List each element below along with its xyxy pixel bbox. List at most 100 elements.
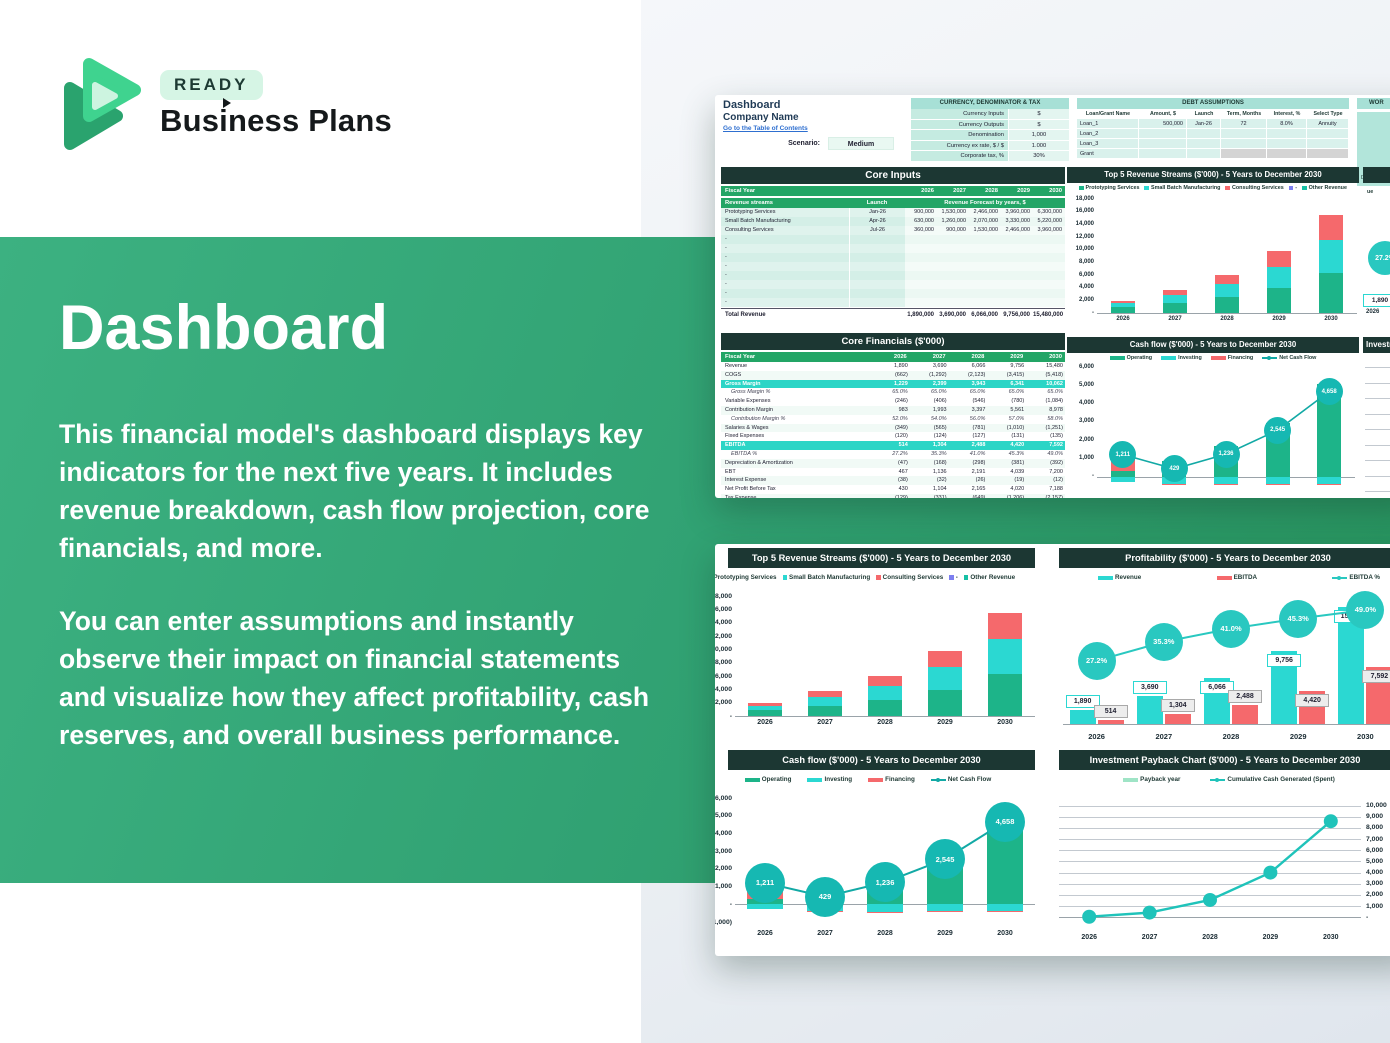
- investing-bar: [747, 904, 783, 910]
- gridline: [1365, 413, 1390, 415]
- scenario-selector: Scenario: Medium: [760, 137, 894, 150]
- total-revenue-row: Total Revenue 1,890,000 3,690,000 6,066,000…: [721, 308, 1065, 320]
- legend-label: Operating: [1126, 355, 1153, 361]
- financial-value: (780): [1011, 398, 1025, 405]
- y-tick: 3,000: [1078, 418, 1094, 425]
- financial-value: 56.0%: [969, 415, 986, 422]
- y-tick: -: [1092, 309, 1094, 316]
- financial-value: 3,397: [971, 406, 986, 413]
- cumulative-cash-generated-spent--swatch: [1210, 777, 1226, 782]
- swatch-dot: [935, 777, 940, 782]
- y-tick-right: 2,000: [1366, 891, 1384, 899]
- legend-label: Other Revenue: [970, 574, 1016, 581]
- stream-value: [1001, 289, 1033, 298]
- financial-value: (246): [894, 398, 908, 405]
- stream-launch: Apr-26: [849, 217, 905, 226]
- gridline: [1365, 429, 1390, 430]
- financial-value: (127): [972, 433, 986, 440]
- small-batch-manufacturing-bar: [1163, 295, 1187, 304]
- stream-value: [1033, 298, 1065, 307]
- legend-label: Prototyping Services: [1085, 185, 1140, 191]
- financial-value: 41.0%: [969, 450, 986, 457]
- investment-payback-chart: Investment Payback Chart ($'000) - 5 Yea…: [1053, 750, 1390, 952]
- y-tick-right: 7,000: [1366, 835, 1384, 843]
- stream-value: 900,000: [937, 226, 969, 235]
- prototyping-services-bar: [1163, 303, 1187, 313]
- consulting-services-bar: [1111, 301, 1135, 304]
- profitability-title-clipped: [1363, 167, 1390, 183]
- spacer: [849, 309, 905, 320]
- page-title: Dashboard: [59, 293, 389, 363]
- hero-paragraph-2: You can enter assumptions and instantly …: [59, 606, 650, 750]
- working-panel-title: WOR: [1357, 98, 1390, 109]
- legend-item: Consulting Services: [1225, 185, 1284, 191]
- axis-line: [1059, 917, 1361, 919]
- y-tick: 12,000: [1075, 233, 1094, 240]
- financial-row: Revenue 1,890 3,690 6,066 9,756 15,480: [721, 362, 1065, 371]
- financial-row: Net Profit Before Tax 430 1,104 2,165 4,020 7…: [721, 485, 1065, 494]
- currency-row-label: Currency Outputs: [911, 119, 1008, 131]
- financial-row: Tax Expense (129) (331) (649) (1,206) (2,157): [721, 493, 1065, 498]
- y-tick: 6,000: [1078, 271, 1094, 278]
- axis-line: [1063, 724, 1390, 725]
- revenue-bar: [1136, 696, 1163, 724]
- financial-value: 52.0%: [892, 415, 908, 422]
- investing-bar: [927, 904, 963, 912]
- x-label: 2030: [1323, 934, 1339, 941]
- legend-label: Operating: [761, 776, 792, 783]
- debt-cell: [1221, 149, 1267, 159]
- stream-value: [1001, 253, 1033, 262]
- revenue-swatch: [1098, 575, 1113, 580]
- financial-value: 430: [898, 486, 908, 493]
- chart-legend: Operating Investing Financing Net Cash Flow: [1067, 355, 1359, 361]
- financial-label: Tax Expense: [725, 494, 757, 498]
- legend-label: Consulting Services: [882, 574, 944, 581]
- table-of-contents-link[interactable]: Go to the Table of Contents: [723, 125, 808, 132]
- company-name: Company Name: [723, 112, 799, 123]
- stream-value: [1001, 244, 1033, 253]
- y-tick: 1,000: [715, 883, 732, 891]
- financial-value: 6,341: [1010, 380, 1025, 387]
- x-label: 2027: [1168, 316, 1182, 322]
- stream-value: 3,330,000: [1001, 217, 1033, 226]
- currency-row-label: Corporate tax, %: [911, 151, 1008, 162]
- x-label: 2028: [877, 719, 893, 726]
- launch-header: Launch: [866, 200, 888, 206]
- stream-value: [1001, 262, 1033, 271]
- financial-value: (349): [894, 424, 908, 431]
- total-revenue-value: 1,890,000: [905, 309, 937, 320]
- y-tick: 16,000: [715, 605, 732, 613]
- scenario-value-dropdown[interactable]: Medium: [828, 137, 894, 150]
- hero-paragraph-1: This financial model's dashboard display…: [59, 419, 650, 563]
- financial-value: 4,420: [1010, 442, 1025, 449]
- debt-cell: Jan-26: [1187, 119, 1221, 129]
- legend-item: Prototyping Services: [1079, 185, 1139, 191]
- fiscal-year: 2026: [921, 188, 934, 194]
- y-tick-right: 3,000: [1366, 880, 1384, 888]
- ebitda-label: 7,592: [1362, 669, 1390, 683]
- total-revenue-value: 15,480,000: [1033, 309, 1065, 320]
- stream-name: Consulting Services: [721, 226, 849, 235]
- axis-line: [1059, 827, 1361, 829]
- financial-value: (47): [898, 459, 908, 466]
- financial-value: 57.0%: [1008, 415, 1025, 422]
- stream-name: -: [721, 289, 849, 298]
- x-label: 2028: [1220, 316, 1234, 322]
- chart-title: Top 5 Revenue Streams ($'000) - 5 Years …: [728, 548, 1035, 568]
- financial-value: 7,200: [1049, 468, 1063, 475]
- debt-row: Loan_1 500,000 Jan-26 72 8.0% Annuity: [1077, 119, 1349, 129]
- y-tick-right: -: [1366, 913, 1369, 921]
- gridline: [1365, 475, 1390, 477]
- stream-launch: [849, 271, 905, 280]
- x-label: 2029: [937, 719, 953, 726]
- payback-year-swatch: [1123, 777, 1139, 782]
- x-label: 2029: [937, 930, 953, 937]
- ebitda-pct-point: 45.3%: [1279, 599, 1318, 638]
- legend-label: Consulting Services: [1231, 185, 1284, 191]
- financial-value: (2,123): [967, 371, 986, 378]
- small-batch-manufacturing-bar: [1267, 266, 1291, 288]
- y-tick: -: [729, 712, 732, 720]
- investing-swatch: [807, 777, 823, 782]
- stream-value: 1,260,000: [937, 217, 969, 226]
- net-cash-flow-point: 2,545: [925, 839, 965, 880]
